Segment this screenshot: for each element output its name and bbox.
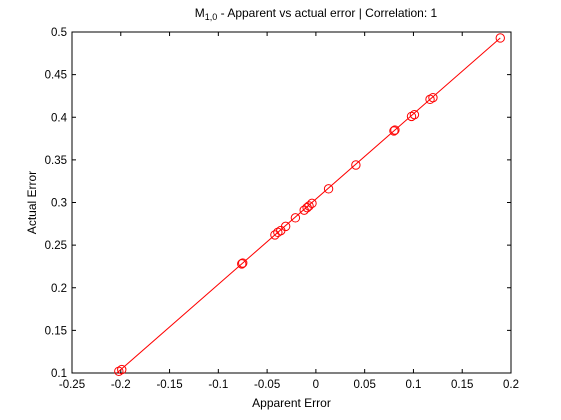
- data-point: [323, 184, 334, 194]
- data-point: [304, 201, 314, 211]
- x-tick-label: 0.05: [353, 379, 375, 391]
- data-point: [117, 364, 127, 375]
- data-point: [280, 221, 291, 232]
- x-tick-label: 0.15: [451, 379, 473, 391]
- data-point: [307, 198, 317, 209]
- y-axis-label: Actual Error: [25, 171, 39, 234]
- chart-title: M1,0 - Apparent vs actual error | Correl…: [195, 6, 438, 22]
- title-subscript: 1,0: [205, 12, 218, 22]
- data-points: [114, 33, 505, 376]
- y-tick-label: 0.4: [51, 112, 68, 124]
- x-tick-label: 0.1: [405, 379, 421, 391]
- data-point: [406, 111, 417, 122]
- plot-area: [71, 31, 512, 374]
- x-tick-label: -0.15: [156, 379, 182, 391]
- y-tick-label: 0.5: [51, 27, 67, 39]
- x-tick-label: -0.05: [254, 379, 280, 391]
- y-tick-label: 0.1: [51, 368, 67, 380]
- data-point: [273, 227, 283, 238]
- data-point: [390, 125, 400, 135]
- y-tick-label: 0.2: [51, 283, 67, 295]
- axis-ticks: [71, 31, 512, 374]
- title-rest: - Apparent vs actual error | Correlation…: [217, 6, 437, 20]
- y-tick-label: 0.35: [45, 155, 67, 167]
- title-main: M: [195, 6, 205, 20]
- data-point: [114, 366, 124, 376]
- data-point: [428, 92, 438, 103]
- data-point: [238, 258, 248, 268]
- x-tick-label: 0.2: [503, 379, 519, 391]
- data-point: [495, 33, 505, 43]
- axis-tick-labels: -0.25 -0.2 -0.15 -0.1 -0.05 0 0.05 0.1 0.15 0.2 0.…: [45, 27, 519, 391]
- x-tick-label: 0: [313, 379, 319, 391]
- data-point: [351, 160, 361, 170]
- y-tick-label: 0.15: [45, 325, 67, 337]
- x-tick-label: -0.25: [59, 379, 85, 391]
- x-axis-label: Apparent Error: [252, 396, 331, 410]
- data-point: [409, 109, 420, 120]
- x-tick-label: -0.2: [111, 379, 131, 391]
- data-point: [389, 126, 399, 136]
- y-tick-label: 0.45: [45, 70, 67, 82]
- data-point: [425, 94, 435, 105]
- data-point: [237, 259, 247, 269]
- y-tick-label: 0.25: [45, 240, 67, 252]
- data-point: [290, 213, 301, 223]
- y-tick-label: 0.3: [51, 198, 67, 210]
- x-tick-label: -0.1: [208, 379, 228, 391]
